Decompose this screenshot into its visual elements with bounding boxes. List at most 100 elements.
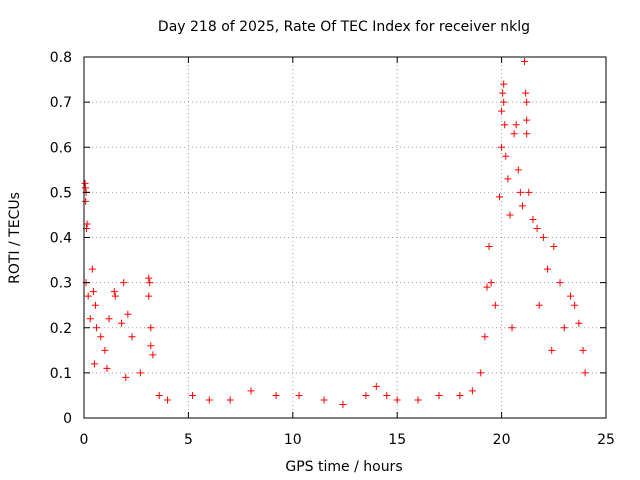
data-point [550, 243, 558, 251]
data-point [372, 382, 380, 390]
data-point [88, 265, 96, 273]
data-point [86, 315, 94, 323]
data-point [501, 121, 509, 129]
data-point [164, 396, 172, 404]
data-point [483, 283, 491, 291]
data-point [82, 197, 90, 205]
data-point [122, 373, 130, 381]
grid-lines [84, 57, 606, 418]
x-tick-label: 0 [80, 432, 89, 448]
data-point [81, 184, 89, 192]
x-tick-label: 25 [597, 432, 615, 448]
data-point [468, 387, 476, 395]
data-point [118, 319, 126, 327]
data-point [393, 396, 401, 404]
x-tick-label: 20 [493, 432, 511, 448]
data-point [504, 175, 512, 183]
data-point [149, 351, 157, 359]
x-axis-label: GPS time / hours [285, 459, 402, 475]
data-point [83, 220, 91, 228]
data-point [506, 211, 514, 219]
data-marks [81, 58, 589, 408]
data-point [136, 369, 144, 377]
data-point [146, 279, 154, 287]
data-point [339, 400, 347, 408]
data-point [499, 89, 507, 97]
y-tick-label: 0.6 [50, 140, 72, 156]
data-point [383, 391, 391, 399]
y-tick-label: 0.4 [50, 231, 72, 247]
data-point [205, 396, 213, 404]
data-point [512, 121, 520, 129]
y-tick-label: 0.2 [50, 321, 72, 337]
data-point [124, 310, 132, 318]
data-point [90, 360, 98, 368]
data-point [101, 346, 109, 354]
data-point [491, 301, 499, 309]
data-point [481, 333, 489, 341]
data-point [498, 143, 506, 151]
data-point [510, 130, 518, 138]
data-point [567, 292, 575, 300]
data-point [500, 80, 508, 88]
data-point [529, 215, 537, 223]
y-tick-label: 0.5 [50, 185, 72, 201]
data-point [525, 188, 533, 196]
y-tick-label: 0.7 [50, 95, 72, 111]
data-point [518, 202, 526, 210]
data-point [560, 324, 568, 332]
x-tick-label: 5 [184, 432, 193, 448]
data-point [111, 292, 119, 300]
data-point [272, 391, 280, 399]
y-tick-label: 0.8 [50, 50, 72, 66]
data-point [147, 342, 155, 350]
data-point [414, 396, 422, 404]
data-point [226, 396, 234, 404]
data-point [523, 116, 531, 124]
data-point [189, 391, 197, 399]
data-point [579, 346, 587, 354]
data-point [145, 274, 153, 282]
data-point [145, 292, 153, 300]
data-point [103, 364, 111, 372]
data-point [485, 243, 493, 251]
data-point [508, 324, 516, 332]
data-point [295, 391, 303, 399]
data-point [500, 98, 508, 106]
x-tick-label: 10 [284, 432, 302, 448]
data-point [544, 265, 552, 273]
data-point [522, 89, 530, 97]
data-point [487, 279, 495, 287]
data-point [128, 333, 136, 341]
data-point [539, 234, 547, 241]
data-point [91, 301, 99, 309]
data-point [556, 279, 564, 287]
data-point [496, 193, 504, 201]
data-point [521, 58, 529, 66]
data-point [247, 387, 255, 395]
data-point [571, 301, 579, 309]
data-point [502, 152, 510, 160]
axis-ticks: 0 5 10 15 20 25 0 0.1 0.2 0.3 0.4 0.5 0.6 0.7 0.8 [50, 50, 615, 448]
data-point [575, 319, 583, 327]
y-tick-label: 0.3 [50, 276, 72, 292]
data-point [514, 166, 522, 174]
data-point [548, 346, 556, 354]
x-tick-label: 15 [388, 432, 406, 448]
data-point [516, 188, 524, 196]
data-point [89, 288, 97, 296]
y-tick-label: 0 [63, 411, 72, 427]
data-point [581, 369, 589, 377]
data-point [498, 107, 506, 115]
data-point [435, 391, 443, 399]
data-point [84, 292, 92, 300]
data-point [105, 315, 113, 323]
data-point [93, 324, 101, 332]
data-point [320, 396, 328, 404]
data-point [535, 301, 543, 309]
data-point [97, 333, 105, 341]
data-point [155, 391, 163, 399]
data-point [477, 369, 485, 377]
data-point [533, 224, 541, 232]
